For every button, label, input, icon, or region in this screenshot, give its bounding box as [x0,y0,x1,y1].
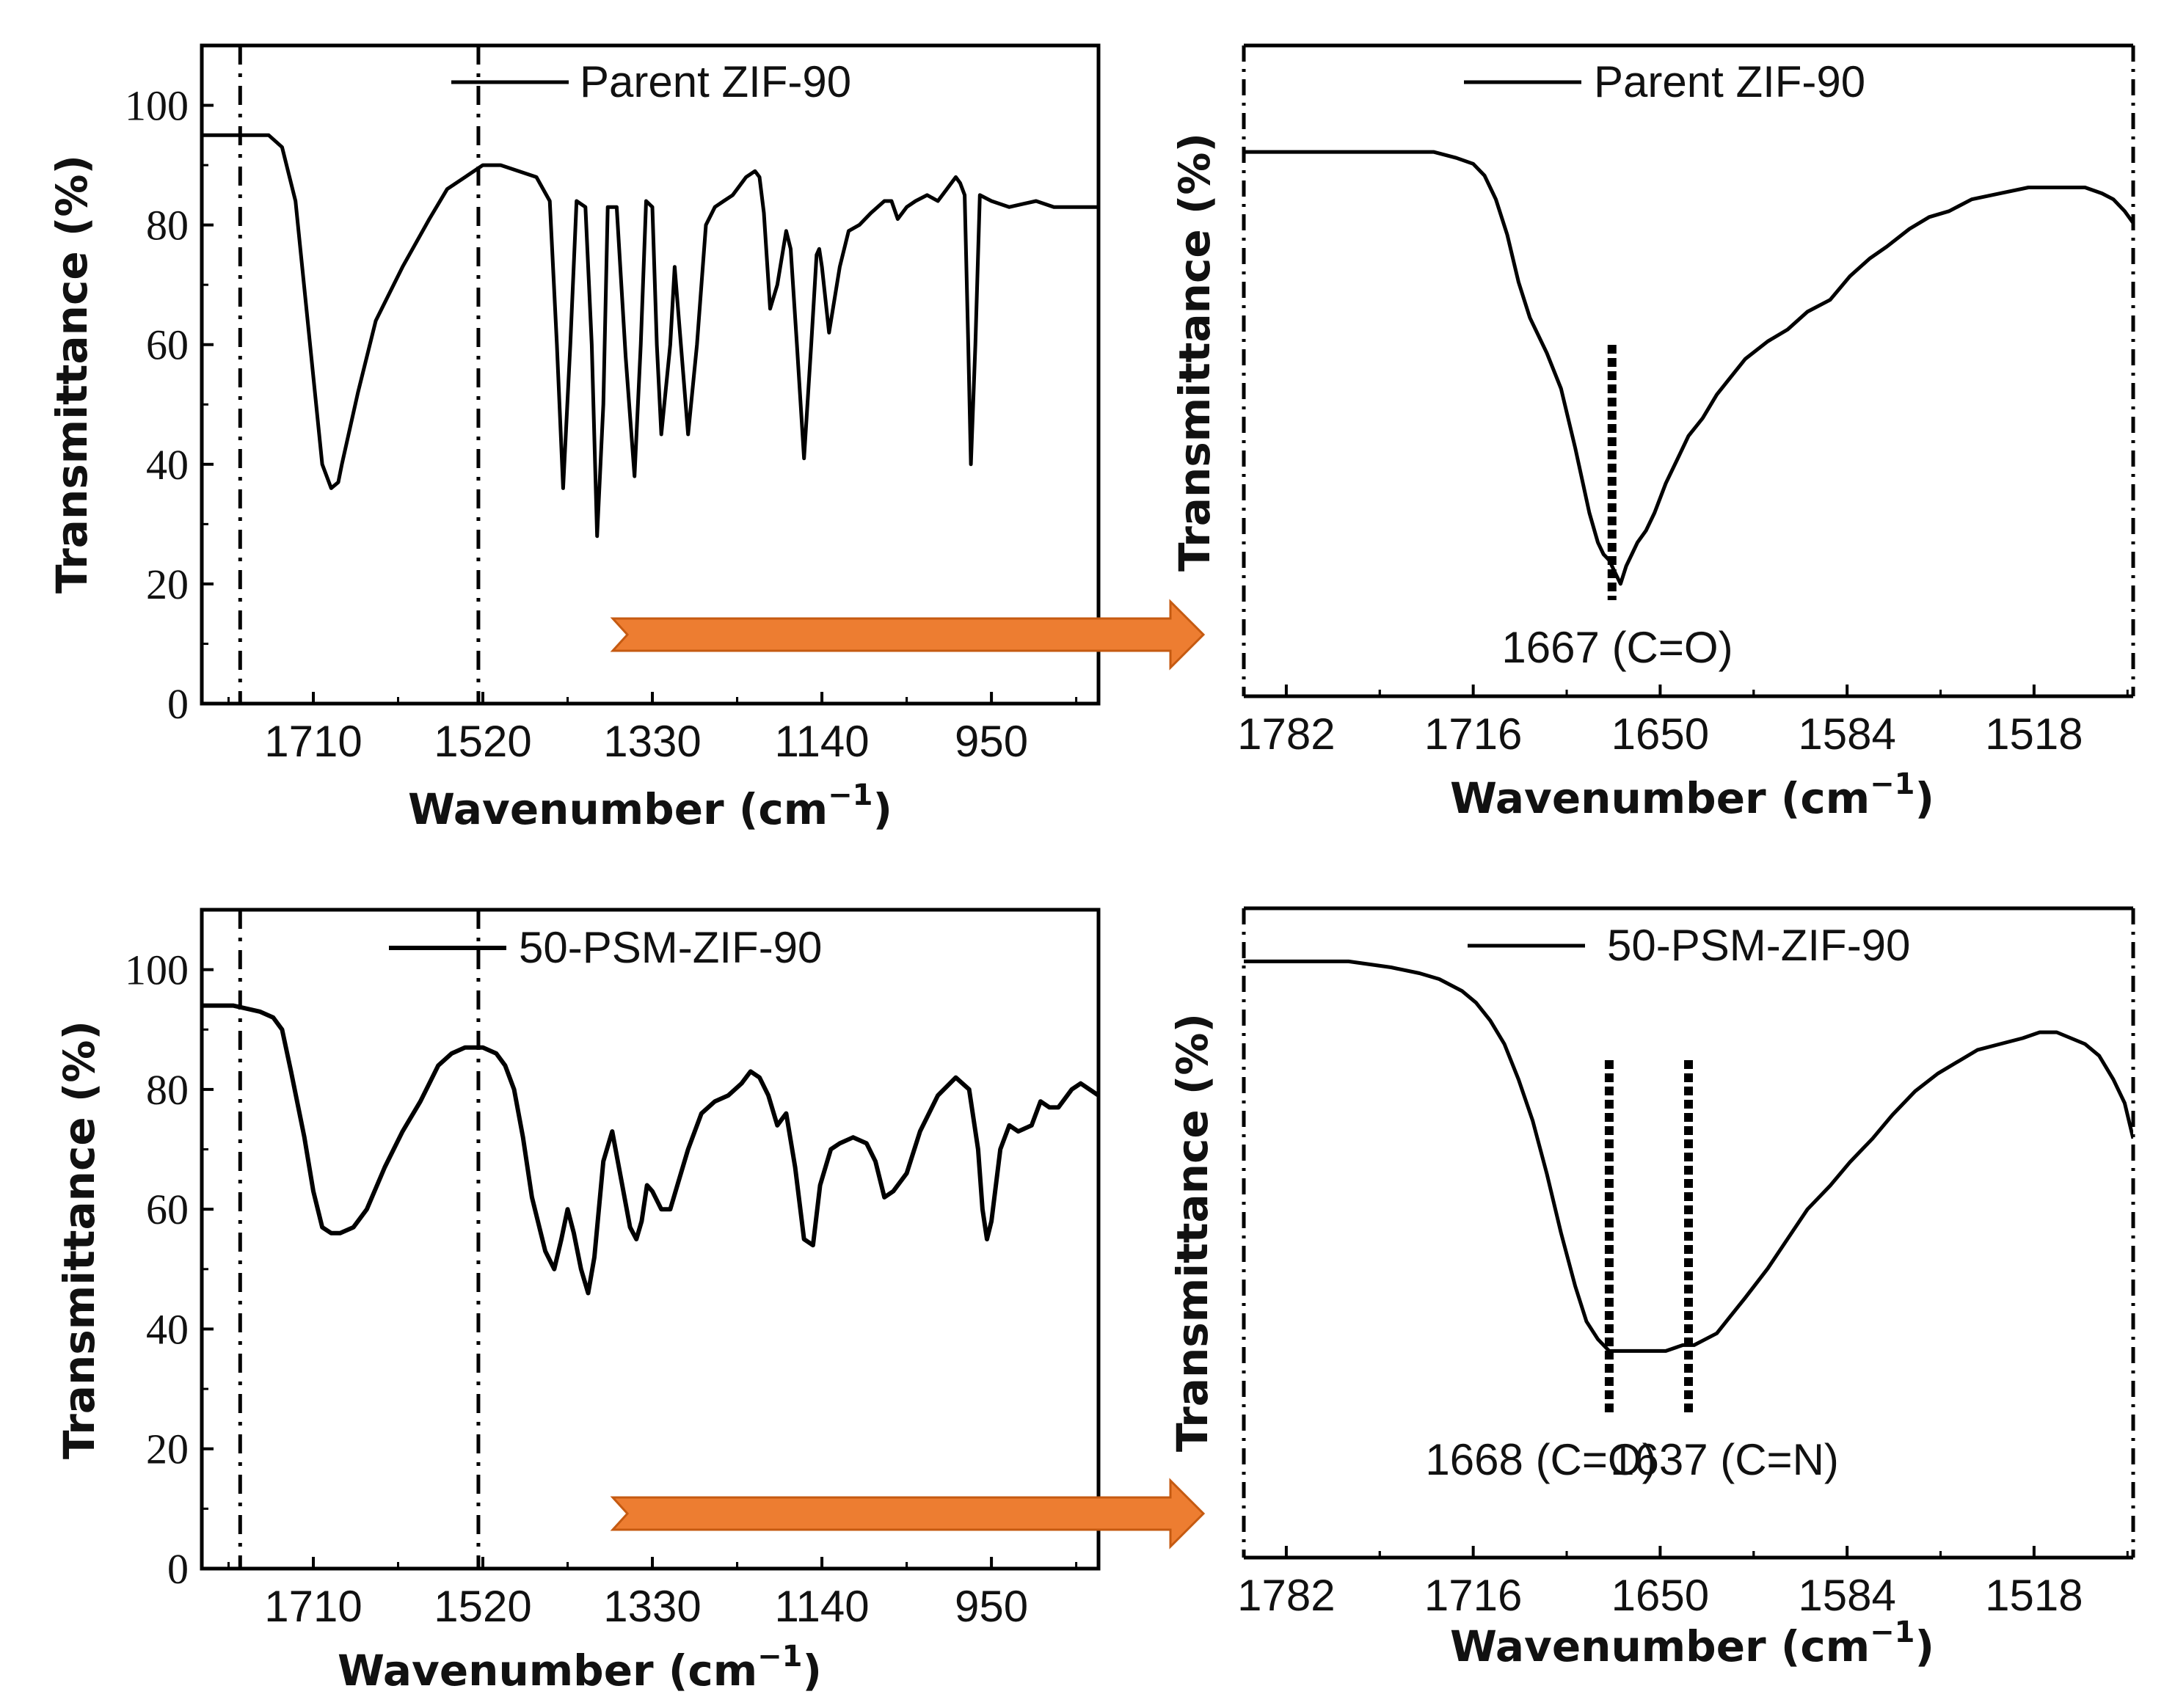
peak-label-co: 1668 (C=O) [1425,1435,1656,1484]
series-line-parent-zif-90 [1244,150,2133,586]
x-tick-label: 1716 [1424,709,1522,759]
x-tick-label: 1330 [603,717,701,766]
y-axis: 0 20 40 60 80 100 [125,946,214,1593]
y-axis-title: Transmittance (%) [47,155,97,594]
x-axis: 1710 1520 1330 1140 950 [227,1557,1078,1631]
zoom-arrow-bottom [610,1478,1206,1550]
x-tick-label: 950 [955,1582,1028,1631]
y-tick-label: 100 [125,82,189,130]
x-tick-label: 1710 [264,717,362,766]
x-axis-title: Wavenumber (cm−1) [1450,1616,1934,1671]
series-line-50-psm-zif-90 [1244,959,2133,1353]
peak-label-co: 1667 (C=O) [1501,623,1733,672]
x-axis-title: Wavenumber (cm−1) [408,778,892,834]
y-tick-label: 80 [146,1066,189,1114]
y-tick-label: 40 [146,1305,189,1353]
zoom-arrow-top [610,599,1206,671]
x-tick-label: 1584 [1798,709,1895,759]
legend: Parent ZIF-90 [1464,57,1865,106]
y-tick-label: 20 [146,561,189,608]
y-tick-label: 40 [146,441,189,489]
x-tick-label: 1584 [1798,1571,1895,1620]
chart-psm-zoom: 1782 1716 1650 1584 1518 50-PSM-ZIF-90 1668 … [1167,906,2135,1671]
legend: 50-PSM-ZIF-90 [1468,921,1910,970]
y-axis-title: Transmittance (%) [1170,133,1220,572]
x-tick-label: 1782 [1237,709,1335,759]
plot-frame [200,908,1101,1571]
series-line-parent-zif-90 [202,133,1099,539]
y-tick-label: 100 [125,946,189,994]
y-tick-label: 60 [146,321,189,369]
x-axis: 1782 1716 1650 1584 1518 [1237,1546,2129,1620]
y-tick-label: 60 [146,1186,189,1233]
y-axis-title: Transmittance (%) [54,1021,104,1459]
x-tick-label: 1520 [434,717,531,766]
legend-label: Parent ZIF-90 [1594,57,1865,106]
x-tick-label: 1710 [264,1582,362,1631]
y-tick-label: 20 [146,1426,189,1473]
legend-label: 50-PSM-ZIF-90 [519,923,822,972]
peak-label-cn: 1637 (C=N) [1610,1435,1839,1484]
x-tick-label: 1518 [1985,1571,2083,1620]
x-tick-label: 1140 [775,1582,870,1631]
x-tick-label: 1650 [1611,709,1709,759]
reference-lines [238,45,481,704]
legend: Parent ZIF-90 [451,57,851,106]
x-axis: 1710 1520 1330 1140 950 [227,692,1078,766]
x-tick-label: 1330 [603,1582,701,1631]
peak-markers [1604,1060,1693,1412]
legend-label: Parent ZIF-90 [580,57,851,106]
y-axis: 0 20 40 60 80 100 [125,82,214,728]
y-tick-label: 0 [167,680,189,728]
chart-parent-zoom: 1782 1716 1650 1584 1518 Parent ZIF-90 1667 … [1170,43,2135,823]
x-tick-label: 1140 [775,717,870,766]
x-tick-label: 1518 [1985,709,2083,759]
legend: 50-PSM-ZIF-90 [389,923,822,972]
x-tick-label: 950 [955,717,1028,766]
y-axis-title: Transmittance (%) [1167,1013,1217,1452]
x-tick-label: 1520 [434,1582,531,1631]
x-axis-title: Wavenumber (cm−1) [338,1640,822,1696]
chart-psm-full: 0 20 40 60 80 100 1710 1520 1330 1140 950 50-PSM-… [54,908,1101,1696]
x-tick-label: 1650 [1611,1571,1709,1620]
y-tick-label: 0 [167,1545,189,1593]
legend-label: 50-PSM-ZIF-90 [1607,921,1910,970]
x-axis: 1782 1716 1650 1584 1518 [1237,685,2129,759]
reference-lines [238,910,481,1569]
series-line-50-psm-zif-90 [202,1003,1099,1296]
x-tick-label: 1716 [1424,1571,1522,1620]
x-axis-title: Wavenumber (cm−1) [1450,767,1934,823]
plot-frame [200,43,1101,706]
chart-parent-full: 0 20 40 60 80 100 1710 1520 1330 1140 950 Parent … [47,43,1101,834]
x-tick-label: 1782 [1237,1571,1335,1620]
y-tick-label: 80 [146,202,189,249]
